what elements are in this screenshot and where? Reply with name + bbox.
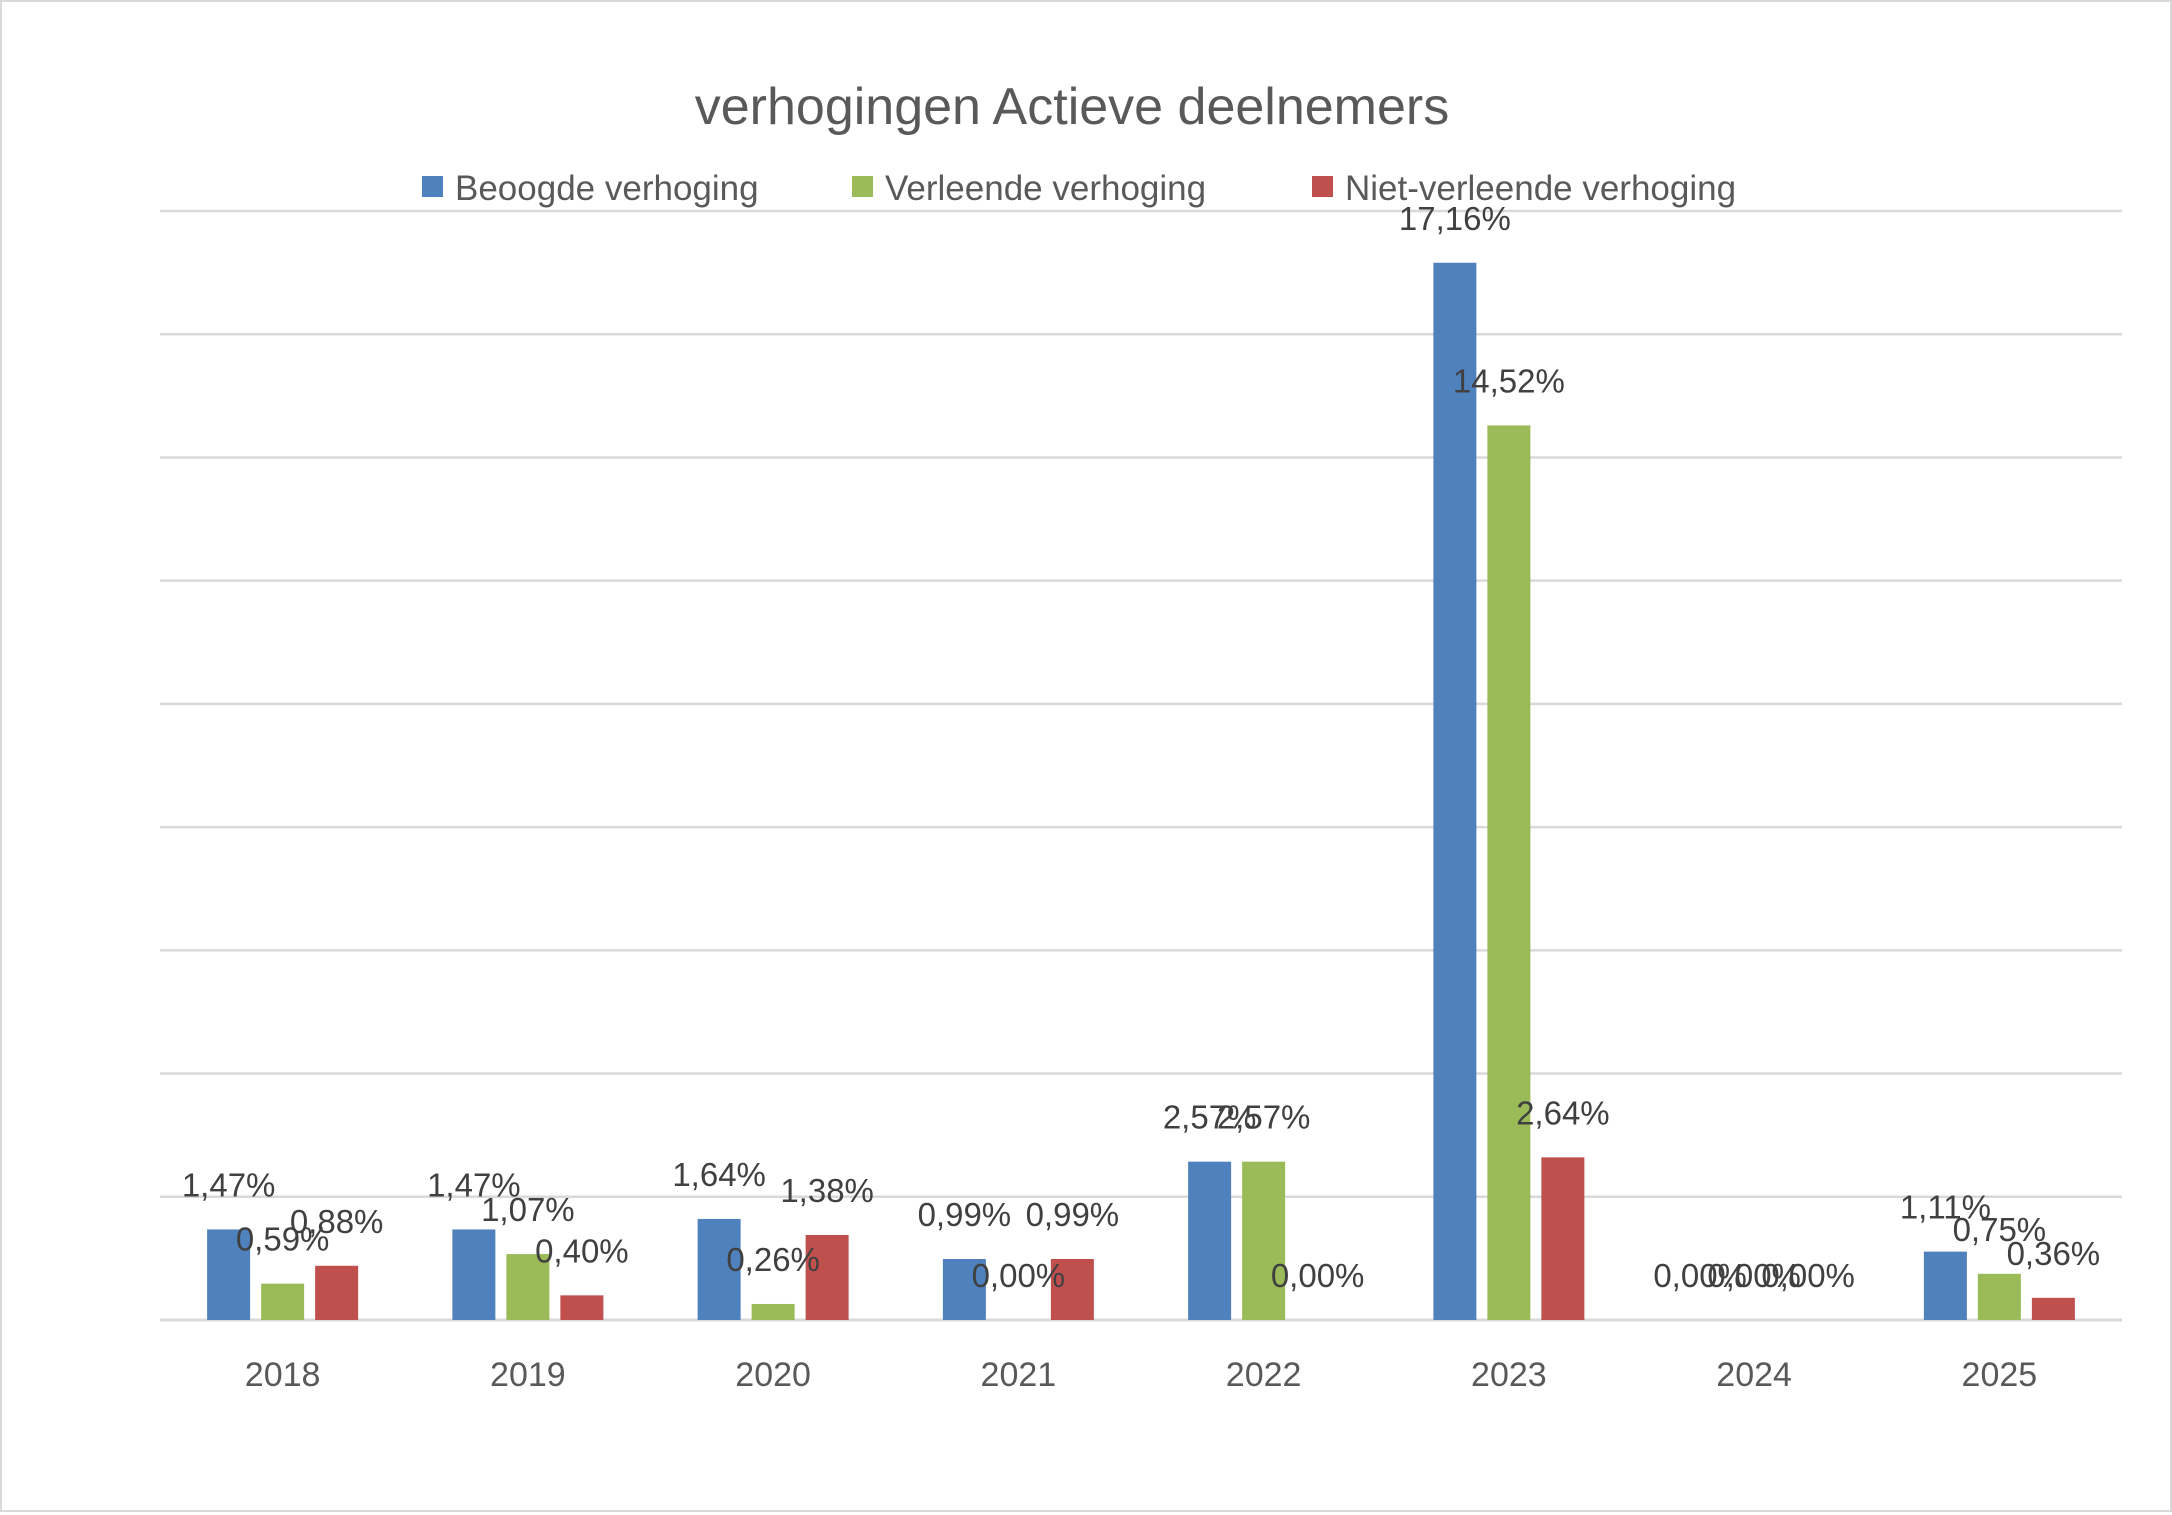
data-label: 0,75% (1953, 1211, 2047, 1248)
bar (506, 1254, 550, 1320)
bar (315, 1265, 359, 1320)
gridlines (160, 209, 2122, 1322)
bar (942, 1259, 986, 1320)
data-label: 0,00% (972, 1257, 1066, 1294)
bars (207, 262, 2075, 1321)
x-tick-label: 2021 (981, 1356, 1057, 1394)
data-label: 0,26% (726, 1241, 820, 1278)
bar (1923, 1251, 1967, 1320)
data-label: 0,00% (1653, 1257, 1747, 1294)
data-label: 2,57% (1217, 1099, 1311, 1136)
bar (751, 1303, 795, 1320)
x-tick-label: 2025 (1962, 1356, 2038, 1394)
bar (1188, 1161, 1232, 1320)
legend: Beoogde verhoging Verleende verhoging Niet… (422, 169, 1736, 208)
data-label: 2,64% (1516, 1094, 1610, 1131)
legend-label: Beoogde verhoging (455, 169, 759, 208)
data-label: 0,59% (236, 1221, 330, 1258)
data-label: 1,64% (672, 1156, 766, 1193)
chart-title: verhogingen Actieve deelnemers (695, 78, 1449, 136)
legend-swatch (1312, 176, 1333, 197)
x-tick-label: 2022 (1226, 1356, 1302, 1394)
bar (452, 1229, 496, 1320)
data-label: 2,57% (1163, 1099, 1257, 1136)
bar (560, 1295, 604, 1320)
legend-swatch (852, 176, 873, 197)
x-axis-ticks: 2018 2019 2020 2021 2022 2023 2024 2025 (245, 1356, 2037, 1394)
data-label: 0,00% (1707, 1257, 1801, 1294)
bar (207, 1229, 251, 1320)
data-label: 0,99% (1026, 1196, 1120, 1233)
data-label: 0,00% (1761, 1257, 1855, 1294)
x-tick-label: 2024 (1716, 1356, 1792, 1394)
bar (2031, 1297, 2075, 1320)
bar (697, 1218, 741, 1320)
data-label: 0,00% (1271, 1257, 1365, 1294)
x-tick-label: 2020 (735, 1356, 811, 1394)
x-tick-label: 2023 (1471, 1356, 1547, 1394)
bar (1242, 1161, 1286, 1320)
bar (261, 1283, 305, 1320)
data-label: 1,07% (481, 1191, 575, 1228)
data-label: 1,47% (182, 1166, 276, 1203)
data-label: 0,99% (918, 1196, 1012, 1233)
legend-label: Niet-verleende verhoging (1345, 169, 1736, 208)
bar (805, 1234, 849, 1320)
data-label: 0,88% (290, 1203, 384, 1240)
legend-swatch (422, 176, 443, 197)
data-labels: 1,47%0,59%0,88%1,47%1,07%0,40%1,64%0,26%… (182, 200, 2100, 1294)
data-label: 1,38% (780, 1172, 874, 1209)
bar (1487, 425, 1531, 1320)
bar (1977, 1273, 2021, 1320)
data-label: 17,16% (1399, 200, 1511, 237)
data-label: 14,52% (1453, 362, 1565, 399)
data-label: 0,40% (535, 1232, 629, 1269)
x-tick-label: 2018 (245, 1356, 321, 1394)
data-label: 0,36% (2007, 1235, 2101, 1272)
bar (1050, 1259, 1094, 1320)
bar (1433, 262, 1477, 1321)
data-label: 1,47% (427, 1166, 521, 1203)
bar (1541, 1157, 1585, 1320)
data-label: 1,11% (1900, 1189, 1991, 1226)
legend-label: Verleende verhoging (885, 169, 1206, 208)
x-tick-label: 2019 (490, 1356, 566, 1394)
